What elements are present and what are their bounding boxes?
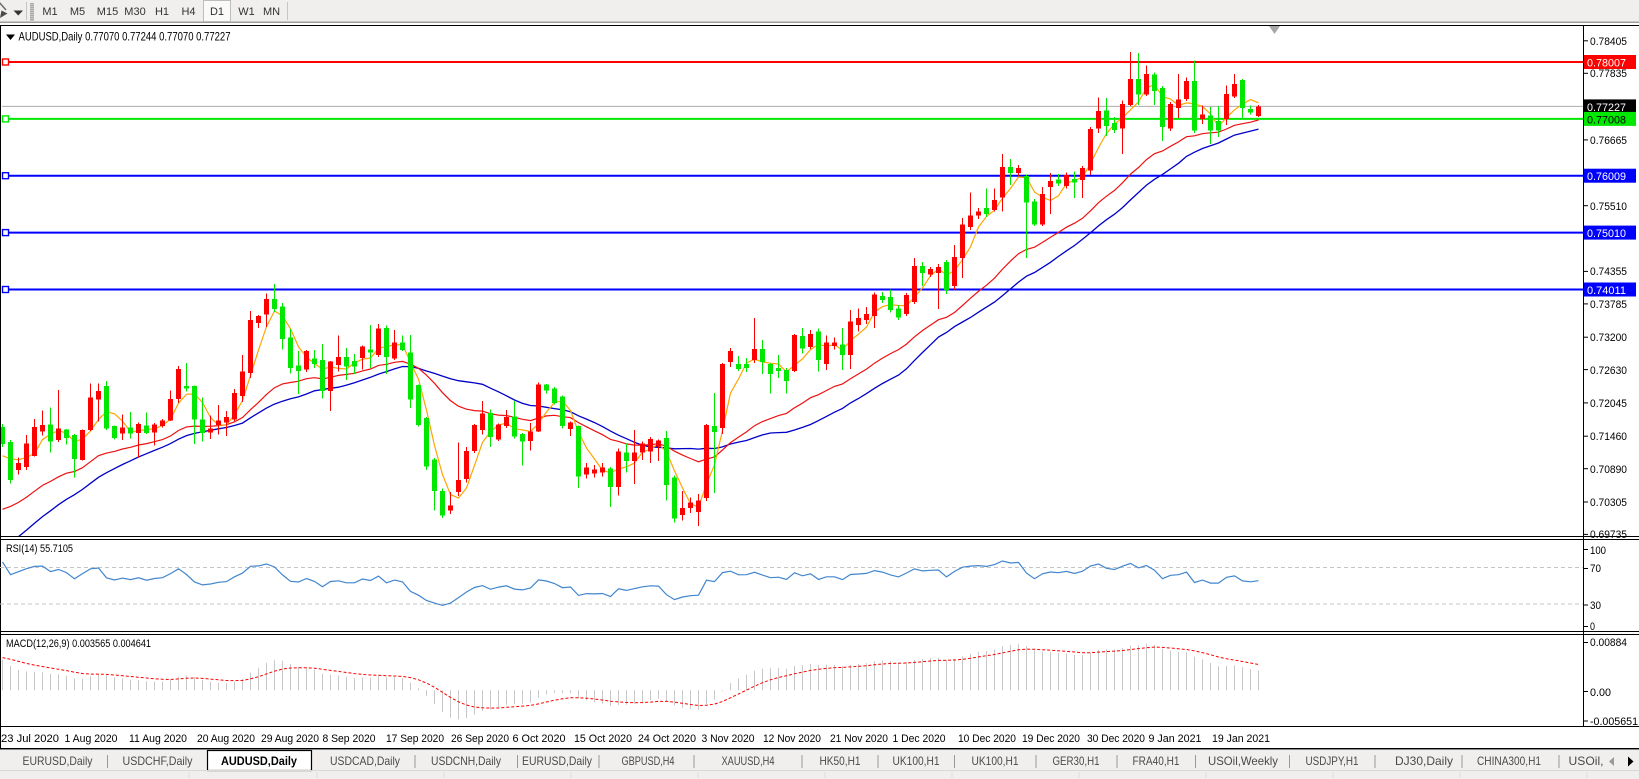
svg-text:AUDUSD,Daily: AUDUSD,Daily bbox=[221, 754, 297, 768]
svg-text:H1: H1 bbox=[155, 6, 169, 18]
svg-text:12 Nov 2020: 12 Nov 2020 bbox=[763, 733, 821, 745]
svg-text:H4: H4 bbox=[181, 6, 195, 18]
svg-text:1 Dec 2020: 1 Dec 2020 bbox=[893, 733, 946, 745]
svg-text:M30: M30 bbox=[124, 6, 145, 18]
svg-text:0.76665: 0.76665 bbox=[1590, 135, 1627, 147]
svg-text:W1: W1 bbox=[238, 6, 255, 18]
svg-text:0.00: 0.00 bbox=[1590, 687, 1611, 699]
svg-text:0: 0 bbox=[1590, 621, 1595, 633]
svg-text:26 Sep 2020: 26 Sep 2020 bbox=[451, 733, 509, 745]
svg-text:0.72045: 0.72045 bbox=[1590, 398, 1627, 410]
svg-text:0.77008: 0.77008 bbox=[1587, 114, 1626, 126]
svg-text:USDCNH,Daily: USDCNH,Daily bbox=[431, 754, 501, 768]
svg-text:RSI(14) 55.7105: RSI(14) 55.7105 bbox=[6, 543, 73, 555]
svg-text:FRA40,H1: FRA40,H1 bbox=[1133, 754, 1180, 768]
svg-text:UK100,H1: UK100,H1 bbox=[893, 754, 940, 768]
svg-text:0.70305: 0.70305 bbox=[1590, 497, 1627, 509]
svg-text:0.70890: 0.70890 bbox=[1590, 464, 1627, 476]
svg-text:0.74011: 0.74011 bbox=[1587, 285, 1626, 297]
svg-text:20 Aug 2020: 20 Aug 2020 bbox=[197, 733, 255, 745]
svg-text:0.75010: 0.75010 bbox=[1587, 228, 1626, 240]
svg-text:19 Dec 2020: 19 Dec 2020 bbox=[1022, 733, 1080, 745]
svg-text:1 Aug 2020: 1 Aug 2020 bbox=[65, 733, 118, 745]
svg-text:0.69735: 0.69735 bbox=[1590, 529, 1627, 541]
svg-text:AUDUSD,Daily 0.77070 0.77244: AUDUSD,Daily 0.77070 0.77244 0.77070 0.7… bbox=[19, 30, 231, 44]
svg-text:0.74355: 0.74355 bbox=[1590, 266, 1627, 278]
svg-text:0.73200: 0.73200 bbox=[1590, 332, 1627, 344]
svg-text:9 Jan 2021: 9 Jan 2021 bbox=[1149, 733, 1202, 745]
svg-text:24 Oct 2020: 24 Oct 2020 bbox=[638, 733, 696, 745]
svg-text:0.71460: 0.71460 bbox=[1590, 431, 1627, 443]
svg-text:UK100,H1: UK100,H1 bbox=[972, 754, 1019, 768]
svg-text:XAUUSD,H4: XAUUSD,H4 bbox=[722, 754, 775, 768]
svg-text:USDCHF,Daily: USDCHF,Daily bbox=[123, 754, 193, 768]
svg-text:30: 30 bbox=[1590, 600, 1601, 612]
svg-text:3 Nov 2020: 3 Nov 2020 bbox=[702, 733, 755, 745]
svg-text:0.72630: 0.72630 bbox=[1590, 365, 1627, 377]
svg-text:GBPUSD,H4: GBPUSD,H4 bbox=[622, 754, 675, 768]
svg-text:8 Sep 2020: 8 Sep 2020 bbox=[323, 733, 376, 745]
svg-text:USDCAD,Daily: USDCAD,Daily bbox=[330, 754, 400, 768]
svg-text:EURUSD,Daily: EURUSD,Daily bbox=[23, 754, 93, 768]
svg-text:GER30,H1: GER30,H1 bbox=[1053, 754, 1100, 768]
svg-text:30 Dec 2020: 30 Dec 2020 bbox=[1087, 733, 1145, 745]
svg-text:HK50,H1: HK50,H1 bbox=[820, 754, 861, 768]
svg-text:USOil,Weekly: USOil,Weekly bbox=[1208, 754, 1278, 768]
svg-text:23 Jul 2020: 23 Jul 2020 bbox=[1, 733, 59, 745]
svg-text:CHINA300,H1: CHINA300,H1 bbox=[1477, 754, 1541, 768]
svg-text:11 Aug 2020: 11 Aug 2020 bbox=[129, 733, 187, 745]
svg-text:0.00884: 0.00884 bbox=[1590, 637, 1627, 649]
svg-text:19 Jan 2021: 19 Jan 2021 bbox=[1212, 733, 1270, 745]
svg-text:0.75510: 0.75510 bbox=[1590, 201, 1627, 213]
svg-text:MN: MN bbox=[263, 6, 280, 18]
svg-text:EURUSD,Daily: EURUSD,Daily bbox=[522, 754, 592, 768]
svg-text:D1: D1 bbox=[210, 6, 224, 18]
svg-text:17 Sep 2020: 17 Sep 2020 bbox=[386, 733, 444, 745]
svg-text:0.77835: 0.77835 bbox=[1590, 68, 1627, 80]
svg-text:-0.005651: -0.005651 bbox=[1590, 716, 1638, 728]
svg-text:0.78007: 0.78007 bbox=[1587, 58, 1626, 70]
svg-text:6 Oct 2020: 6 Oct 2020 bbox=[513, 733, 566, 745]
svg-text:0.76009: 0.76009 bbox=[1587, 171, 1626, 183]
svg-text:M1: M1 bbox=[42, 6, 57, 18]
svg-text:29 Aug 2020: 29 Aug 2020 bbox=[261, 733, 319, 745]
svg-text:MACD(12,26,9) 0.003565 0.00464: MACD(12,26,9) 0.003565 0.004641 bbox=[6, 638, 151, 650]
svg-text:0.77227: 0.77227 bbox=[1587, 102, 1626, 114]
svg-text:21 Nov 2020: 21 Nov 2020 bbox=[830, 733, 888, 745]
svg-text:0.73785: 0.73785 bbox=[1590, 299, 1627, 311]
svg-text:USDJPY,H1: USDJPY,H1 bbox=[1306, 754, 1359, 768]
svg-text:0.78405: 0.78405 bbox=[1590, 36, 1627, 48]
svg-text:DJ30,Daily: DJ30,Daily bbox=[1395, 754, 1453, 768]
svg-text:15 Oct 2020: 15 Oct 2020 bbox=[574, 733, 632, 745]
svg-text:M15: M15 bbox=[97, 6, 118, 18]
svg-text:100: 100 bbox=[1590, 545, 1606, 557]
svg-text:USOil,: USOil, bbox=[1569, 754, 1604, 768]
svg-text:70: 70 bbox=[1590, 563, 1601, 575]
svg-text:10 Dec 2020: 10 Dec 2020 bbox=[958, 733, 1016, 745]
svg-text:M5: M5 bbox=[70, 6, 85, 18]
